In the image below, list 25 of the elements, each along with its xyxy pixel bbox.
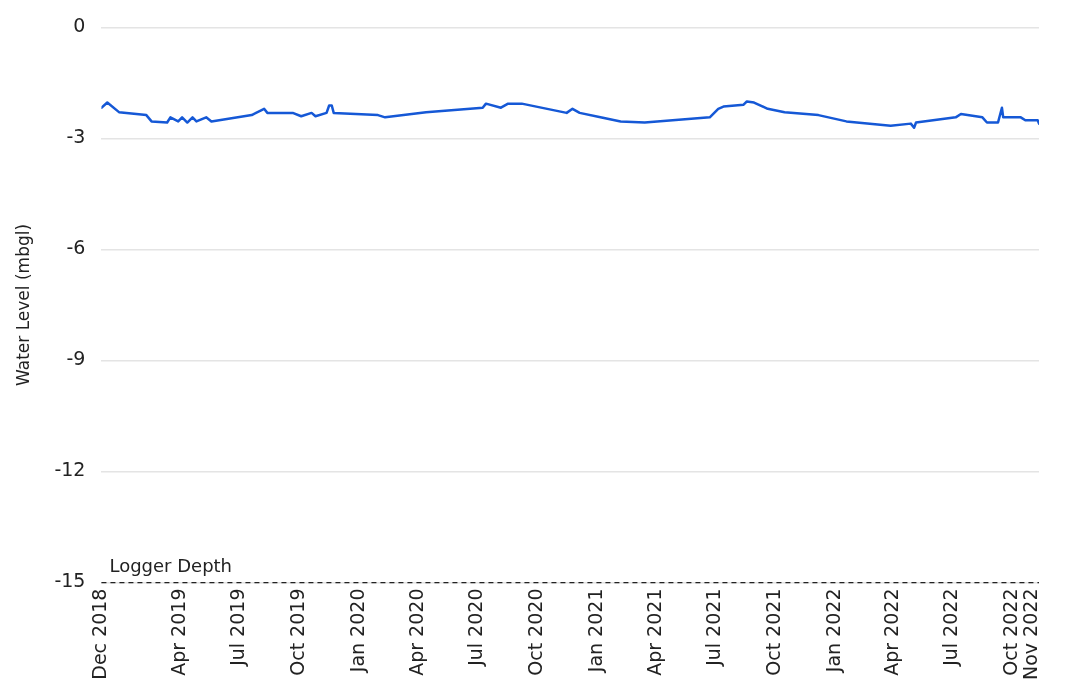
x-tick-label: Jul 2019 xyxy=(226,588,249,667)
x-tick-label: Oct 2019 xyxy=(286,588,309,676)
x-tick-label: Apr 2021 xyxy=(642,588,665,676)
x-tick-label: Oct 2020 xyxy=(524,588,547,676)
x-tick-label: Apr 2020 xyxy=(405,588,428,676)
x-tick-label: Jan 2022 xyxy=(821,588,844,674)
x-tick-label: Jul 2022 xyxy=(939,588,962,667)
y-axis-title: Water Level (mbgl) xyxy=(12,223,33,386)
x-tick-label: Apr 2022 xyxy=(880,588,903,676)
y-tick-label: -15 xyxy=(54,569,86,592)
x-tick-label: Jan 2020 xyxy=(346,588,369,674)
y-tick-label: -3 xyxy=(66,125,86,148)
x-tick-label: Apr 2019 xyxy=(167,588,190,676)
ref-line-label: Logger Depth xyxy=(109,555,233,577)
y-tick-label: 0 xyxy=(73,14,86,37)
x-tick-label: Oct 2022 xyxy=(999,588,1022,676)
x-tick-label: Dec 2018 xyxy=(88,588,111,680)
x-tick-label: Jan 2021 xyxy=(584,588,607,674)
y-tick-label: -12 xyxy=(54,458,86,481)
x-tick-label: Oct 2021 xyxy=(761,588,784,676)
x-tick-label: Jul 2021 xyxy=(701,588,724,667)
y-tick-label: -6 xyxy=(66,236,86,259)
x-tick-label: Jul 2020 xyxy=(464,588,487,667)
x-tick-label: Nov 2022 xyxy=(1019,588,1042,681)
y-tick-label: -9 xyxy=(66,347,86,370)
